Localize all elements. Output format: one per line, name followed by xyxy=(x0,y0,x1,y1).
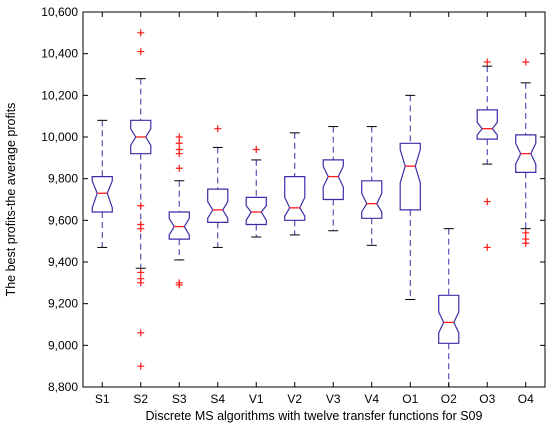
y-tick-label: 10,000 xyxy=(41,130,78,144)
box-s1 xyxy=(91,119,113,248)
y-tick-label: 9,400 xyxy=(48,255,78,269)
x-tick-label: S3 xyxy=(172,392,187,406)
y-tick-label: 10,400 xyxy=(41,47,78,61)
outlier-marker xyxy=(137,202,145,210)
outlier-marker xyxy=(483,243,491,251)
outlier-marker xyxy=(137,225,145,233)
box-o3 xyxy=(476,58,498,251)
x-tick-label: V1 xyxy=(249,392,264,406)
x-axis: S1 S2 S3 S4 V1 V2 V3 V4 O1 O2 O3 O4 xyxy=(95,12,534,406)
x-axis-title: Discrete MS algorithms with twelve trans… xyxy=(146,409,483,423)
y-tick-label: 8,800 xyxy=(48,380,78,394)
y-axis: 8,800 9,000 9,200 9,400 9,600 9,800 10,000 10,2… xyxy=(41,5,545,394)
box-v1 xyxy=(245,146,267,238)
notched-box xyxy=(322,159,344,201)
notched-box xyxy=(91,176,113,213)
y-tick-label: 10,600 xyxy=(41,5,78,19)
outlier-marker xyxy=(214,125,222,133)
outlier-marker xyxy=(522,229,530,237)
outlier-marker xyxy=(137,279,145,287)
outlier-marker xyxy=(137,268,145,276)
box-s2 xyxy=(130,29,152,370)
box-s4 xyxy=(207,125,229,248)
box-o2 xyxy=(438,228,460,388)
x-tick-label: V2 xyxy=(287,392,302,406)
notched-box xyxy=(245,196,267,226)
x-tick-label: V3 xyxy=(326,392,341,406)
notched-box xyxy=(130,119,152,155)
box-v2 xyxy=(284,132,306,236)
box-o1 xyxy=(399,94,421,300)
box-v4 xyxy=(361,126,383,246)
notched-box xyxy=(438,294,460,344)
x-tick-label: O3 xyxy=(479,392,495,406)
notched-box xyxy=(515,134,537,173)
notched-box xyxy=(399,142,421,211)
y-tick-label: 9,800 xyxy=(48,172,78,186)
outlier-marker xyxy=(175,281,183,289)
notched-box xyxy=(207,188,229,223)
x-tick-label: S4 xyxy=(210,392,225,406)
notched-box xyxy=(361,180,383,219)
outlier-marker xyxy=(137,48,145,56)
outlier-marker xyxy=(175,164,183,172)
notched-box xyxy=(168,211,190,240)
outlier-marker xyxy=(137,29,145,37)
y-axis-title: The best profits-the average profits xyxy=(4,103,18,297)
x-tick-label: O4 xyxy=(518,392,534,406)
box-o4 xyxy=(515,58,537,247)
x-tick-label: O1 xyxy=(402,392,418,406)
y-tick-label: 10,200 xyxy=(41,88,78,102)
outlier-marker xyxy=(175,150,183,158)
y-tick-label: 9,200 xyxy=(48,297,78,311)
notched-box xyxy=(284,176,306,221)
notched-box xyxy=(476,109,498,140)
plot-frame xyxy=(82,11,546,388)
box-s3 xyxy=(168,133,190,289)
boxes-layer xyxy=(91,29,537,388)
outlier-marker xyxy=(522,239,530,247)
x-tick-label: S2 xyxy=(133,392,148,406)
y-tick-label: 9,000 xyxy=(48,338,78,352)
outlier-marker xyxy=(483,198,491,206)
x-tick-label: V4 xyxy=(364,392,379,406)
outlier-marker xyxy=(252,146,260,153)
outlier-marker xyxy=(137,329,145,337)
outlier-marker xyxy=(175,133,183,141)
box-v3 xyxy=(322,126,344,232)
outlier-marker xyxy=(522,58,530,66)
x-tick-label: S1 xyxy=(95,392,110,406)
outlier-marker xyxy=(483,58,491,66)
x-tick-label: O2 xyxy=(441,392,457,406)
outlier-marker xyxy=(175,139,183,147)
outlier-marker xyxy=(137,362,145,370)
y-tick-label: 9,600 xyxy=(48,213,78,227)
